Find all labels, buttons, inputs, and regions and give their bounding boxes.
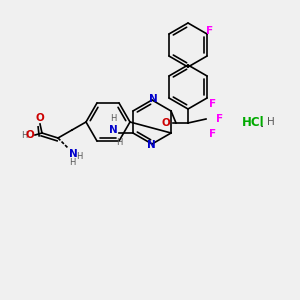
Text: O: O — [161, 118, 170, 128]
Text: HCl: HCl — [242, 116, 265, 128]
Text: H: H — [267, 117, 275, 127]
Text: O: O — [36, 113, 44, 123]
Text: F: F — [209, 99, 216, 109]
Text: N: N — [69, 149, 78, 159]
Text: H: H — [110, 114, 116, 123]
Text: F: F — [216, 114, 223, 124]
Text: ·: · — [260, 122, 264, 134]
Text: H: H — [116, 138, 122, 147]
Text: H: H — [22, 130, 28, 140]
Text: N: N — [147, 140, 155, 150]
Text: H: H — [76, 152, 83, 161]
Text: N: N — [109, 125, 118, 135]
Text: F: F — [209, 129, 216, 139]
Text: H: H — [69, 158, 75, 167]
Text: F: F — [206, 26, 213, 36]
Text: N: N — [148, 94, 158, 104]
Text: O: O — [25, 130, 34, 140]
